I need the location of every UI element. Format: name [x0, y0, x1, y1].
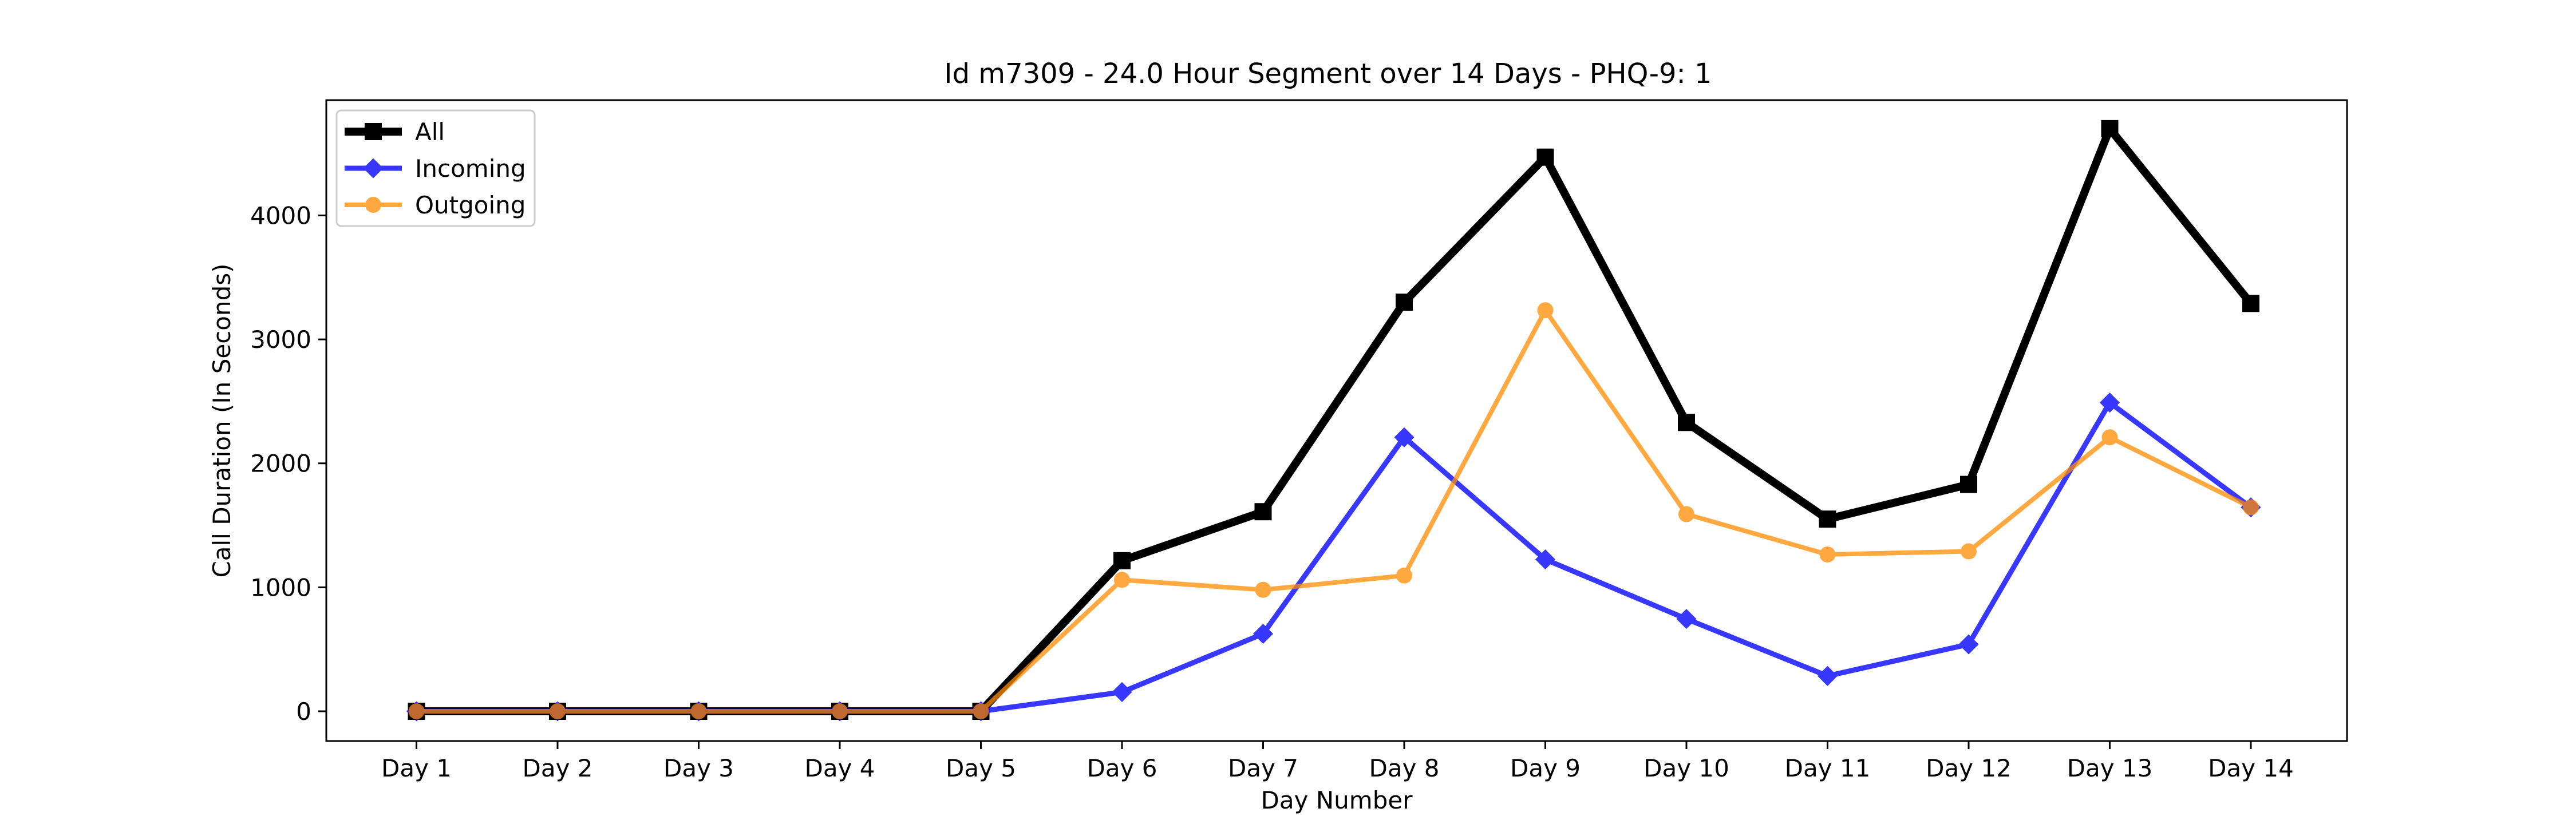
data-point [1819, 510, 1836, 528]
data-point [2242, 295, 2259, 312]
legend-label: Incoming [415, 154, 526, 183]
data-point [1678, 414, 1695, 431]
data-point [1817, 665, 1838, 686]
x-tick-label: Day 7 [1228, 754, 1298, 782]
legend-marker [365, 123, 382, 140]
data-point [1254, 503, 1272, 521]
legend-item-all [345, 123, 402, 140]
x-tick-label: Day 6 [1086, 754, 1157, 782]
data-point [408, 703, 425, 720]
series-outgoing [408, 302, 2259, 720]
data-point [2101, 120, 2119, 137]
chart-title: Id m7309 - 24.0 Hour Segment over 14 Day… [944, 58, 1712, 90]
x-tick-label: Day 4 [804, 754, 875, 782]
data-point [1819, 546, 1836, 562]
data-point [1678, 506, 1694, 522]
x-tick-label: Day 5 [946, 754, 1016, 782]
x-tick-label: Day 10 [1643, 754, 1729, 782]
legend-item-outgoing [345, 197, 402, 213]
data-point [2243, 499, 2259, 516]
legend-marker [365, 197, 381, 213]
x-tick-label: Day 2 [522, 754, 592, 782]
data-point [2101, 429, 2118, 446]
data-point [550, 703, 566, 720]
legend-label: Outgoing [415, 191, 526, 219]
legend: All Incoming Outgoing [335, 109, 536, 227]
data-point [1960, 476, 1977, 493]
plot-area [406, 120, 2261, 722]
legend-item-incoming [345, 158, 402, 179]
x-tick-label: Day 8 [1369, 754, 1439, 782]
data-point [1676, 609, 1697, 629]
x-tick-label: Day 9 [1510, 754, 1581, 782]
x-tick-label: Day 12 [1926, 754, 2012, 782]
data-point [832, 703, 848, 720]
y-tick-label: 0 [296, 698, 311, 726]
data-point [1113, 552, 1131, 569]
legend-marker [363, 158, 384, 179]
x-tick-label: Day 3 [663, 754, 734, 782]
data-point [1253, 624, 1274, 644]
x-axis-label: Day Number [1261, 786, 1413, 814]
x-tick-label: Day 1 [381, 754, 452, 782]
data-point [1114, 572, 1130, 588]
data-point [1396, 567, 1412, 584]
y-tick-label: 1000 [250, 573, 311, 601]
data-point [973, 703, 989, 720]
y-tick-label: 3000 [250, 326, 311, 354]
data-point [1535, 549, 1556, 570]
data-point [1961, 543, 1977, 560]
data-point [1536, 148, 1554, 166]
legend-frame [335, 109, 536, 227]
data-point [1537, 302, 1554, 319]
y-axis-label: Call Duration (In Seconds) [208, 263, 236, 577]
axes: Day 1 Day 2 Day 3 Day 4 Day 5 Day 6 Day 7 Day 8… [250, 201, 2294, 782]
data-point [690, 703, 707, 720]
series-line [416, 306, 2252, 714]
data-point [1255, 581, 1271, 598]
y-tick-label: 4000 [250, 201, 311, 229]
x-tick-label: Day 13 [2067, 754, 2153, 782]
legend-label: All [415, 118, 445, 146]
x-tick-label: Day 11 [1785, 754, 1871, 782]
data-point [1958, 634, 1979, 655]
plot-frame [325, 99, 2348, 742]
data-point [1112, 682, 1132, 702]
x-tick-label: Day 14 [2208, 754, 2294, 782]
y-tick-label: 2000 [250, 450, 311, 478]
data-point [1396, 294, 1413, 311]
data-point [1394, 427, 1415, 447]
data-point [2099, 393, 2120, 413]
